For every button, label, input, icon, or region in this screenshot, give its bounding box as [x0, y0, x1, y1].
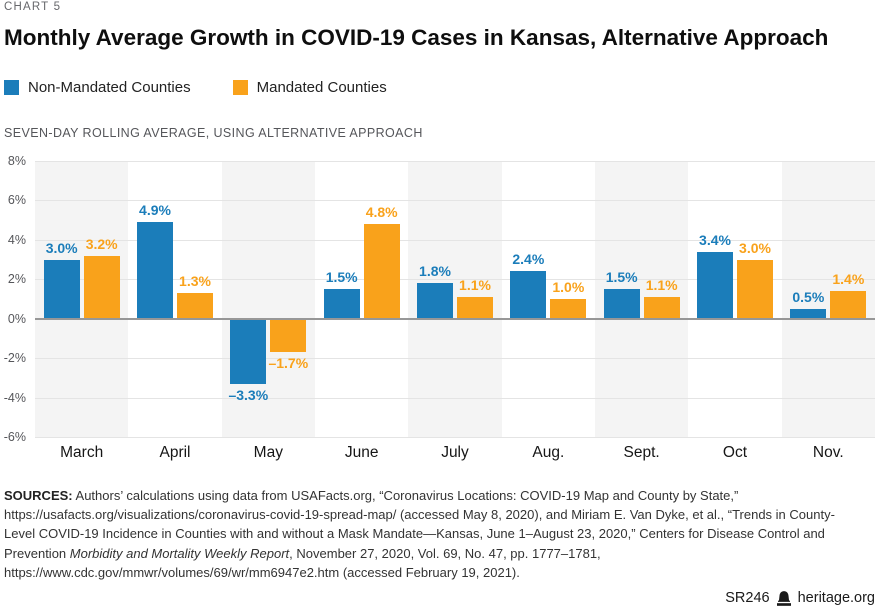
- heritage-bell-icon: [776, 590, 791, 606]
- bar-mandated: [737, 259, 773, 319]
- bar-value-label: 1.5%: [605, 269, 638, 286]
- bar-value-label: 1.1%: [645, 277, 678, 294]
- report-id: SR246: [725, 590, 770, 606]
- bar-mandated: [457, 297, 493, 319]
- y-tick-label: 0%: [7, 311, 26, 326]
- sources-text-end: , November 27, 2020, Vol. 69, No. 47, pp…: [4, 545, 601, 580]
- bar-value-label: –1.7%: [268, 355, 309, 372]
- bar-mandated: [83, 255, 120, 319]
- y-tick-label: 8%: [7, 154, 26, 168]
- gridline--6: [35, 437, 875, 438]
- bar-value-label: 3.2%: [85, 235, 118, 252]
- gridline--4: [35, 397, 875, 399]
- bar-mandated: [363, 224, 400, 319]
- bar-value-label: 0.5%: [792, 288, 825, 305]
- bar-value-label: 1.8%: [419, 263, 451, 280]
- legend-swatch-mandated-icon: [232, 80, 248, 95]
- x-tick-label: May: [253, 444, 283, 461]
- footer: SR246 heritage.org: [725, 590, 875, 606]
- gridline-4: [35, 239, 875, 241]
- bar-non-mandated: [230, 318, 267, 384]
- legend-label-mandated: Mandated Counties: [256, 79, 387, 96]
- sources-note: SOURCES: Authors’ calculations using dat…: [4, 486, 860, 582]
- gridline-6: [35, 200, 875, 202]
- zero-baseline: [35, 317, 875, 320]
- site-link: heritage.org: [797, 590, 875, 606]
- bar-mandated: [550, 299, 587, 319]
- x-tick-label: Sept.: [623, 444, 660, 461]
- y-tick-label: -4%: [3, 390, 26, 405]
- plot-area: 3.0% 4.9% –3.3% 1.5% 1.8% 2.4% 1.5% 3.4% 0.5% 3.2…: [35, 161, 875, 438]
- gridline-2: [35, 279, 875, 281]
- bar-value-label: 4.8%: [365, 204, 398, 221]
- bar-value-label: 1.3%: [179, 273, 211, 290]
- chart-number: CHART 5: [4, 1, 62, 13]
- gridline-8: [35, 161, 875, 162]
- bar-value-label: 3.0%: [45, 239, 78, 256]
- bar-mandated: [270, 318, 307, 353]
- y-tick-label: 4%: [7, 232, 26, 247]
- legend: Non-Mandated Counties Mandated Counties: [4, 79, 387, 96]
- x-tick-label: Nov.: [812, 444, 844, 461]
- bar-value-label: –3.3%: [228, 386, 269, 403]
- bar-value-label: 3.0%: [739, 239, 771, 256]
- sources-text: Authors’ calculations using data from US…: [4, 488, 835, 561]
- bar-non-mandated: [43, 259, 80, 319]
- bar-value-label: 1.4%: [832, 271, 865, 288]
- bar-mandated: [177, 293, 213, 319]
- x-tick-label: June: [344, 444, 379, 461]
- bar-value-label: 1.0%: [552, 279, 585, 295]
- bar-value-label: 3.4%: [699, 231, 731, 248]
- legend-label-non-mandated: Non-Mandated Counties: [28, 79, 191, 96]
- x-tick-label: Oct: [722, 444, 748, 461]
- bar-value-label: 1.1%: [459, 277, 491, 294]
- y-axis: 8% 6% 4% 2% 0% -2% -4% -6%: [0, 154, 26, 444]
- y-tick-label: 2%: [7, 272, 26, 287]
- legend-item-non-mandated: Non-Mandated Counties: [4, 79, 191, 96]
- y-tick-label: 6%: [7, 193, 26, 208]
- chart-title: Monthly Average Growth in COVID-19 Cases…: [4, 25, 829, 50]
- x-tick-label: Aug.: [532, 444, 565, 461]
- x-tick-label: April: [159, 444, 191, 461]
- bar-non-mandated: [510, 271, 547, 319]
- bar-non-mandated: [137, 222, 173, 319]
- bar-mandated: [643, 297, 680, 319]
- chart-subtitle: SEVEN-DAY ROLLING AVERAGE, USING ALTERNA…: [4, 126, 423, 140]
- bar-non-mandated: [417, 283, 453, 319]
- bar-value-label: 4.9%: [139, 202, 171, 219]
- x-axis: March April May June July Aug. Sept. Oct Nov.: [35, 444, 875, 462]
- bar-mandated: [830, 291, 867, 319]
- bar-value-label: 2.4%: [512, 251, 545, 268]
- bar-non-mandated: [323, 289, 360, 319]
- sources-journal-title: Morbidity and Mortality Weekly Report: [69, 545, 290, 561]
- y-tick-label: -2%: [3, 351, 26, 366]
- gridline--2: [35, 358, 875, 360]
- y-tick-label: -6%: [3, 430, 26, 444]
- month-band-may: [221, 161, 315, 437]
- sources-label: SOURCES:: [4, 488, 73, 503]
- bar-non-mandated: [603, 289, 640, 319]
- bar-non-mandated: [790, 308, 827, 319]
- legend-item-mandated: Mandated Counties: [232, 79, 387, 96]
- bar-non-mandated: [697, 251, 733, 319]
- bar-value-label: 1.5%: [325, 269, 358, 286]
- x-tick-label: July: [441, 444, 469, 461]
- x-tick-label: March: [60, 444, 104, 461]
- legend-swatch-non-mandated-icon: [4, 80, 19, 95]
